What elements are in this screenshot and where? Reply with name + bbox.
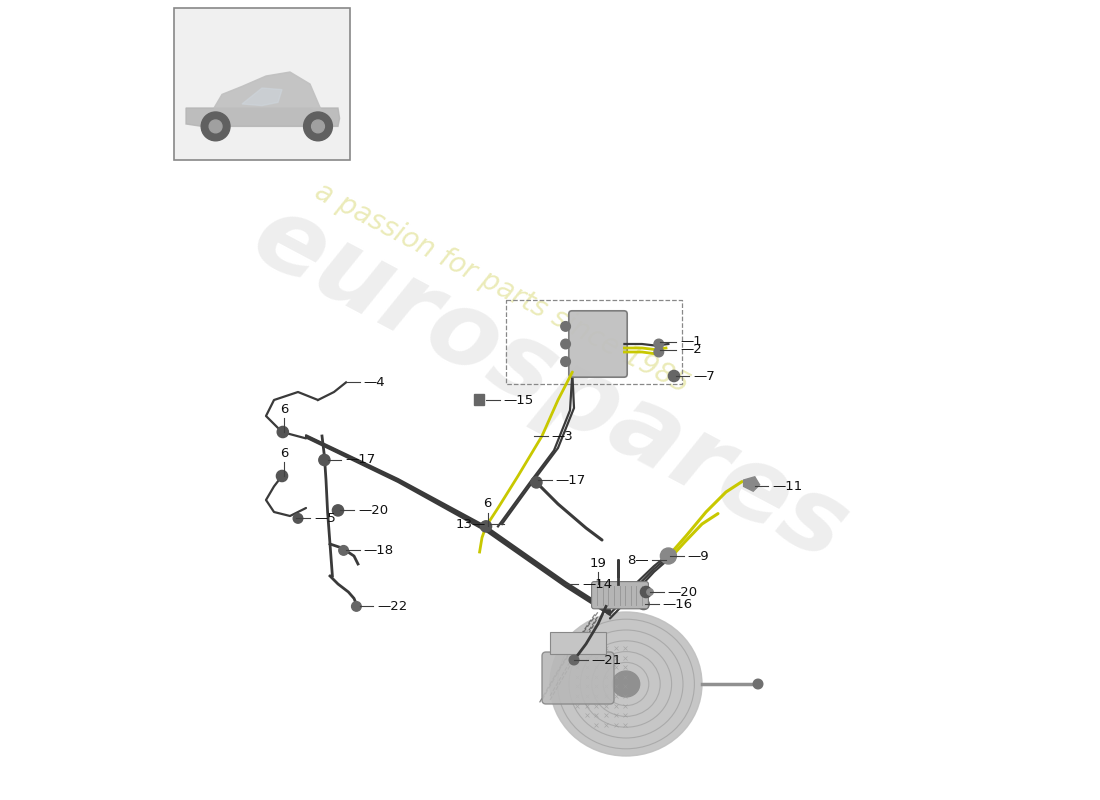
Text: —20: —20: [668, 586, 697, 598]
Polygon shape: [186, 108, 340, 126]
Text: —9: —9: [688, 550, 710, 562]
Circle shape: [311, 120, 324, 133]
Text: —7: —7: [693, 370, 715, 382]
Circle shape: [647, 589, 653, 595]
Circle shape: [654, 339, 663, 349]
Text: —15: —15: [504, 394, 534, 406]
Text: —5: —5: [314, 512, 336, 525]
Bar: [174, 8, 350, 160]
Circle shape: [339, 546, 349, 555]
FancyBboxPatch shape: [592, 582, 648, 609]
Circle shape: [660, 548, 676, 564]
Text: —1: —1: [681, 335, 702, 348]
Ellipse shape: [613, 671, 640, 697]
Circle shape: [640, 586, 651, 598]
Circle shape: [352, 602, 361, 611]
Text: 6: 6: [280, 403, 288, 416]
Text: 8—: 8—: [627, 554, 648, 566]
Text: —20: —20: [358, 504, 388, 517]
Text: —22: —22: [377, 600, 407, 613]
Text: 19: 19: [590, 557, 606, 570]
FancyBboxPatch shape: [569, 310, 627, 378]
Text: 6: 6: [280, 447, 288, 460]
FancyBboxPatch shape: [542, 652, 614, 704]
Bar: [474, 394, 484, 405]
Circle shape: [319, 454, 330, 466]
Circle shape: [276, 470, 287, 482]
Circle shape: [332, 505, 343, 516]
Text: —2: —2: [681, 343, 702, 356]
Text: —17: —17: [556, 474, 586, 486]
Circle shape: [201, 112, 230, 141]
Polygon shape: [744, 477, 760, 491]
Circle shape: [481, 521, 492, 532]
Circle shape: [638, 598, 649, 610]
Text: —11: —11: [772, 480, 803, 493]
Text: 6: 6: [483, 498, 492, 510]
Text: —3: —3: [551, 430, 573, 442]
Text: 13—: 13—: [455, 518, 486, 530]
Text: —4: —4: [364, 376, 385, 389]
Circle shape: [561, 339, 571, 349]
Polygon shape: [242, 88, 282, 106]
Circle shape: [754, 679, 762, 689]
Text: —14: —14: [582, 578, 612, 590]
Circle shape: [654, 347, 663, 357]
Circle shape: [669, 370, 680, 382]
Bar: [506, 300, 682, 384]
Circle shape: [561, 322, 571, 331]
Circle shape: [294, 514, 302, 523]
Circle shape: [209, 120, 222, 133]
Text: a passion for parts since 1985: a passion for parts since 1985: [310, 177, 694, 399]
Circle shape: [569, 655, 579, 665]
Circle shape: [531, 477, 542, 488]
Text: eurospares: eurospares: [235, 185, 865, 583]
Text: —16: —16: [663, 598, 693, 610]
Polygon shape: [214, 72, 322, 112]
Text: —17: —17: [345, 454, 375, 466]
Circle shape: [277, 426, 288, 438]
Circle shape: [304, 112, 332, 141]
Circle shape: [561, 357, 571, 366]
Text: —21: —21: [592, 654, 622, 666]
Text: —18: —18: [364, 544, 394, 557]
Ellipse shape: [550, 612, 702, 756]
Bar: [550, 632, 606, 654]
